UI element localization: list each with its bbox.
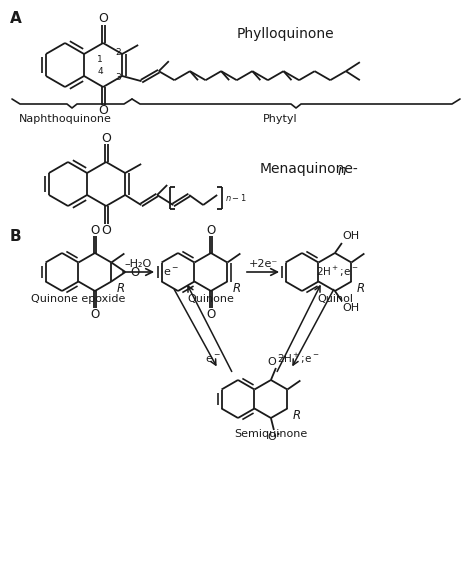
Text: $_{n-1}$: $_{n-1}$ xyxy=(225,192,247,205)
Text: O: O xyxy=(101,223,111,236)
Text: Phytyl: Phytyl xyxy=(263,114,297,124)
Text: 1: 1 xyxy=(97,55,103,64)
Text: 4: 4 xyxy=(97,67,103,76)
Text: e$^-$: e$^-$ xyxy=(205,354,221,364)
Text: 3: 3 xyxy=(116,73,121,82)
Text: O$^-$: O$^-$ xyxy=(267,355,285,367)
Text: +2e⁻: +2e⁻ xyxy=(248,259,278,269)
Text: R: R xyxy=(232,282,240,295)
Text: O: O xyxy=(206,223,216,236)
Text: R: R xyxy=(356,282,365,295)
Text: O: O xyxy=(130,266,140,279)
Text: O$^{\bullet}$: O$^{\bullet}$ xyxy=(267,431,281,443)
Text: O: O xyxy=(98,12,108,25)
Text: B: B xyxy=(10,229,22,244)
Text: Quinone epoxide: Quinone epoxide xyxy=(31,294,126,304)
Text: OH: OH xyxy=(342,303,359,313)
Text: Semiquinone: Semiquinone xyxy=(234,429,308,439)
Text: O: O xyxy=(90,223,100,236)
Text: Menaquinone-: Menaquinone- xyxy=(260,162,359,176)
Text: Phylloquinone: Phylloquinone xyxy=(236,27,334,41)
Text: 2H$^+$;e$^-$: 2H$^+$;e$^-$ xyxy=(277,352,319,366)
Text: O: O xyxy=(98,104,108,117)
Text: R: R xyxy=(292,409,301,422)
Text: O: O xyxy=(90,307,100,320)
Text: 2: 2 xyxy=(116,49,121,58)
Text: A: A xyxy=(10,11,22,26)
Text: –H₂O: –H₂O xyxy=(124,259,152,269)
Text: Quinol: Quinol xyxy=(317,294,353,304)
Text: Quinone: Quinone xyxy=(188,294,234,304)
Text: OH: OH xyxy=(342,231,359,241)
Text: R: R xyxy=(116,282,125,295)
Text: e$^-$: e$^-$ xyxy=(163,266,179,277)
Text: Naphthoquinone: Naphthoquinone xyxy=(18,114,111,124)
Text: O: O xyxy=(101,131,111,144)
Text: O: O xyxy=(206,307,216,320)
Text: 2H$^+$;e$^-$: 2H$^+$;e$^-$ xyxy=(316,265,358,279)
Text: n: n xyxy=(338,164,347,178)
